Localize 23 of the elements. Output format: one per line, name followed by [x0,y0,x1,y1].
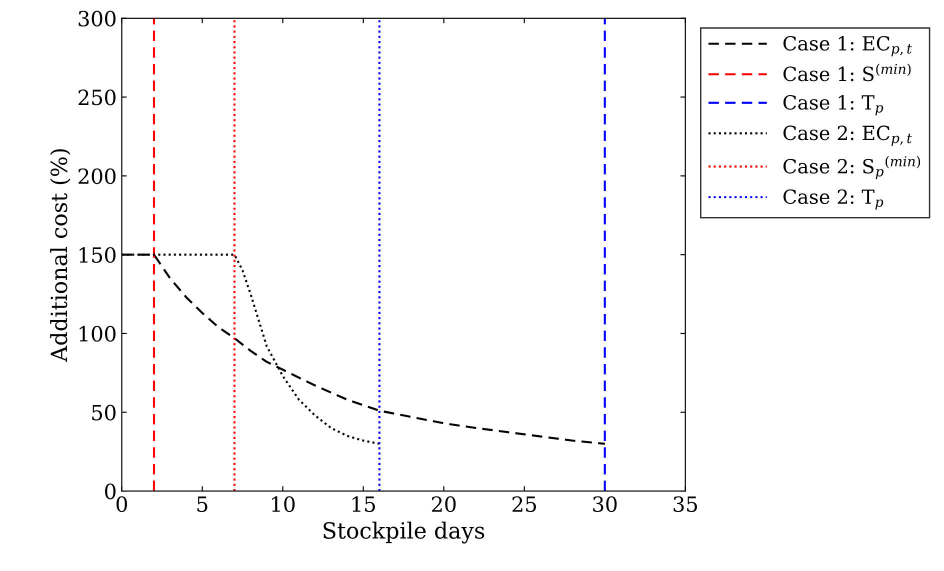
x-tick-label: 0 [116,496,128,512]
legend-label: Case 1: T$_{p}$ [783,95,884,116]
x-tick-label: 30 [593,496,617,512]
y-tick-label: 50 [92,404,116,420]
legend-label: Case 2: EC$_{p,t}$ [783,126,912,146]
legend-label: Case 1: S$^{(min)}$ [783,64,911,82]
x-tick-label: 10 [272,496,295,512]
x-tick-label: 15 [352,496,375,512]
y-tick-label: 300 [78,10,116,26]
y-axis-title: Additional cost (%) [50,149,70,362]
legend-label: Case 2: S$_{p}$$^{(min)}$ [783,156,920,180]
x-tick-label: 25 [512,496,536,512]
x-tick-label: 5 [197,496,208,512]
y-tick-label: 200 [78,168,116,184]
x-tick-label: 20 [432,496,456,512]
x-axis-title: Stockpile days [324,522,484,544]
y-tick-label: 0 [105,484,116,500]
legend-label: Case 1: EC$_{p,t}$ [783,36,912,56]
y-tick-label: 150 [80,247,116,263]
legend-label: Case 2: T$_{p}$ [783,189,884,210]
x-tick-label: 35 [674,496,697,512]
y-tick-label: 250 [78,90,116,106]
y-tick-label: 100 [80,326,116,342]
